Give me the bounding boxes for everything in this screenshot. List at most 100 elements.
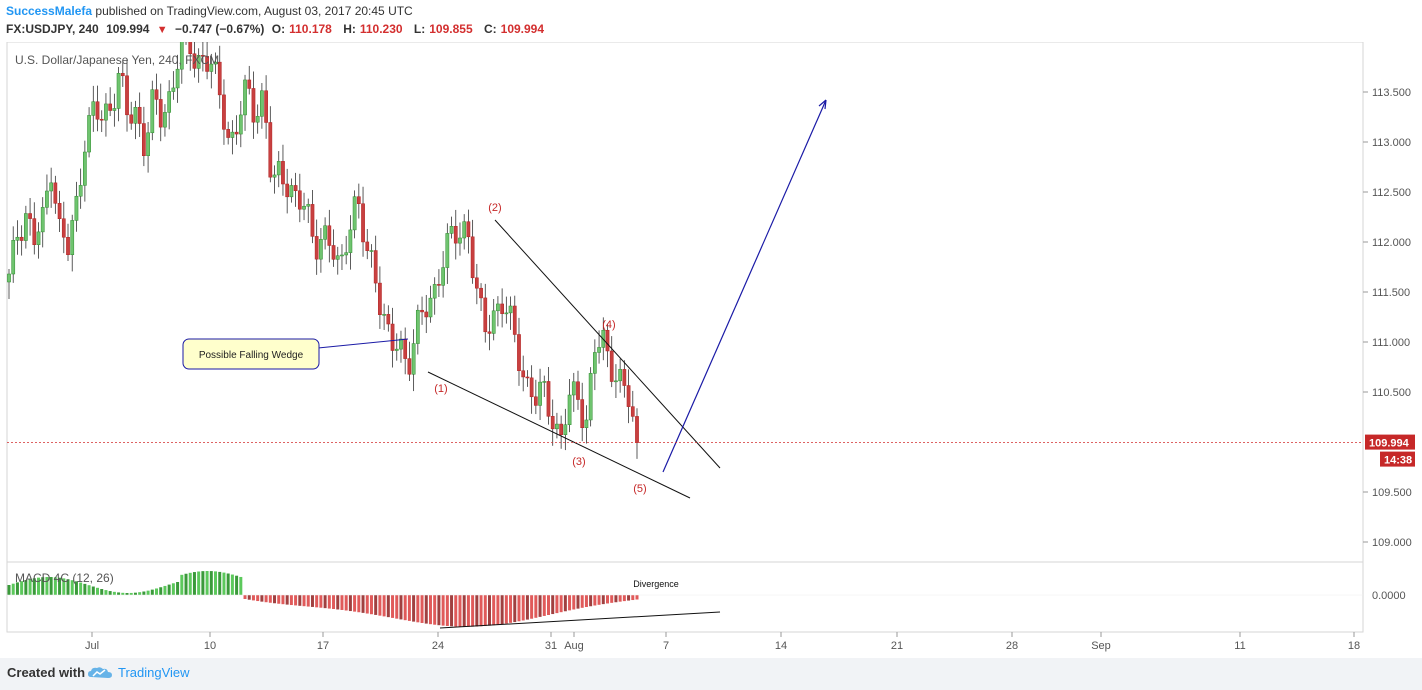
open-label: O: <box>271 22 286 36</box>
callout-text: Possible Falling Wedge <box>199 350 304 361</box>
candle-body <box>331 245 336 260</box>
macd-bar <box>277 595 281 604</box>
candle-body <box>605 329 610 352</box>
candle-body <box>491 310 496 334</box>
last-price-badge-text: 109.994 <box>1369 438 1410 450</box>
candle-body <box>293 185 298 192</box>
candle-body <box>630 406 635 417</box>
change-value: −0.747 (−0.67%) <box>175 22 265 36</box>
macd-bar <box>483 595 487 627</box>
publish-line: SuccessMalefa published on TradingView.c… <box>6 4 413 18</box>
macd-bar <box>11 583 15 595</box>
candle-body <box>344 252 349 256</box>
candle-body <box>327 225 332 246</box>
candle-body <box>458 237 462 244</box>
candle-body <box>319 239 323 260</box>
macd-bar <box>159 587 163 595</box>
price-tick-label: 111.500 <box>1372 287 1410 299</box>
macd-bar <box>369 595 373 615</box>
tradingview-logo-icon <box>88 667 112 678</box>
macd-bar <box>100 589 104 595</box>
candle-body <box>163 112 167 128</box>
macd-bar <box>285 595 289 605</box>
candle-body <box>57 203 62 219</box>
macd-bar <box>247 595 251 600</box>
candle-body <box>550 416 555 430</box>
candle-body <box>474 277 479 289</box>
candle-body <box>420 309 424 313</box>
candle-body <box>74 195 79 221</box>
candle-body <box>61 218 66 238</box>
macd-bar <box>49 577 53 595</box>
macd-bar <box>155 588 159 595</box>
candle-body <box>255 116 260 123</box>
callout-pointer <box>317 338 409 349</box>
time-axis[interactable]: Jul 10 17 24 31 Aug 7 14 21 28 Sep 11 18 <box>85 632 1360 652</box>
candle-body <box>213 61 218 65</box>
price-axis[interactable]: 113.500 113.000 112.500 112.000 111.500 111.0… <box>1363 87 1412 602</box>
time-tick-label: 18 <box>1348 640 1360 652</box>
macd-bar <box>631 595 635 601</box>
candle-body <box>7 273 11 283</box>
candle-body <box>36 231 41 245</box>
candle-body <box>525 376 530 379</box>
candle-body <box>635 416 639 443</box>
macd-bar <box>353 595 357 612</box>
candle-body <box>53 182 58 204</box>
macd-bar <box>205 571 209 595</box>
candle-body <box>83 151 87 186</box>
candle-body <box>593 352 597 374</box>
candle-body <box>365 241 370 251</box>
macd-bar <box>264 595 268 603</box>
callout-box[interactable] <box>182 338 320 370</box>
macd-bar <box>15 582 19 595</box>
candle-body <box>15 236 20 241</box>
arrow-head-icon <box>818 99 827 110</box>
macd-bar <box>504 595 508 624</box>
macd-bar <box>433 595 437 625</box>
macd-bar <box>163 585 167 595</box>
macd-bar <box>542 595 546 616</box>
candle-body <box>411 343 416 375</box>
candle-body <box>466 221 471 238</box>
macd-bar <box>53 577 57 595</box>
wedge-lower-trendline[interactable] <box>427 371 691 499</box>
author-link[interactable]: SuccessMalefa <box>6 4 93 18</box>
macd-bar <box>403 595 407 621</box>
macd-bar <box>416 595 420 623</box>
macd-bar <box>184 573 188 595</box>
price-tick-label: 113.500 <box>1372 87 1411 99</box>
close-value: 109.994 <box>500 22 545 36</box>
tradingview-link[interactable]: TradingView <box>118 665 190 680</box>
candle-body <box>192 53 197 69</box>
macd-bar <box>104 590 108 595</box>
candle-body <box>99 118 104 121</box>
candle-body <box>399 338 403 350</box>
macd-divergence-line[interactable] <box>439 611 721 629</box>
time-tick-label: 21 <box>891 640 903 652</box>
macd-bar <box>374 595 378 615</box>
macd-bar <box>576 595 580 609</box>
macd-bar <box>496 595 500 625</box>
macd-bar <box>336 595 340 610</box>
macd-bar <box>298 595 302 606</box>
macd-bar <box>294 595 298 606</box>
projection-arrow[interactable] <box>662 99 827 473</box>
macd-bar <box>289 595 293 606</box>
candle-body <box>112 108 117 111</box>
macd-bar <box>319 595 323 608</box>
macd-bar <box>273 595 277 604</box>
candle-body <box>205 56 209 72</box>
candle-body <box>437 284 441 286</box>
candle-body <box>483 297 488 333</box>
candle-body <box>618 369 622 382</box>
candle-body <box>504 312 509 315</box>
price-chart[interactable]: 113.500 113.000 112.500 112.000 111.500 111.0… <box>0 42 1422 658</box>
macd-bar <box>500 595 504 625</box>
candle-body <box>11 240 16 275</box>
candle-body <box>445 233 450 268</box>
candle-body <box>142 123 146 156</box>
candle-body <box>302 205 306 210</box>
candle-body <box>217 61 222 96</box>
time-tick-label: Sep <box>1091 640 1111 652</box>
